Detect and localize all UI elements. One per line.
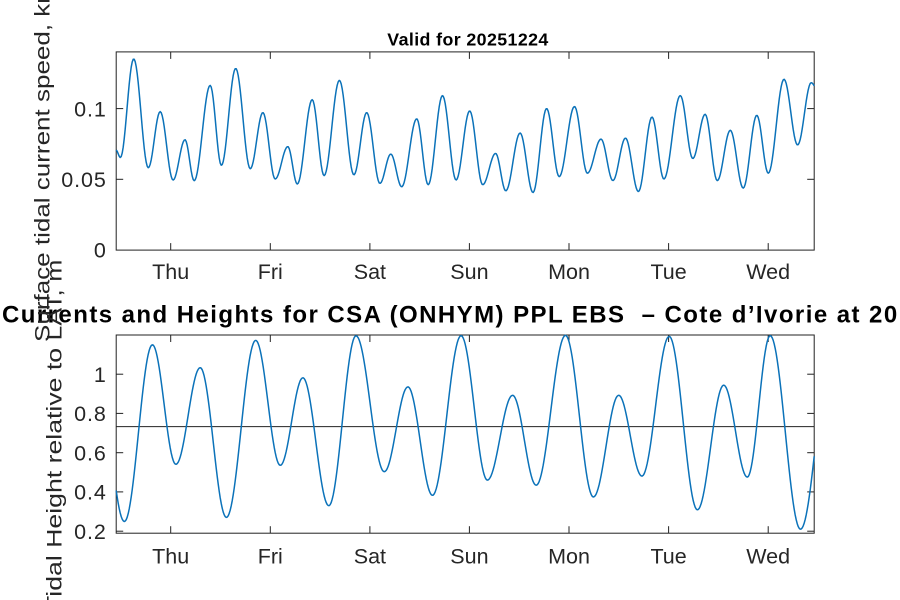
svg-text:Wed: Wed — [746, 260, 790, 284]
svg-text:0.2: 0.2 — [74, 520, 107, 544]
svg-text:0: 0 — [94, 239, 107, 263]
svg-text:Tue: Tue — [650, 260, 686, 284]
svg-text:Fri: Fri — [258, 545, 283, 569]
svg-text:0.4: 0.4 — [74, 481, 107, 505]
svg-text:Thu: Thu — [152, 545, 189, 569]
svg-text:Tidal Height relative to LAT,: Tidal Height relative to LAT, m — [43, 260, 67, 600]
svg-text:Mon: Mon — [548, 545, 590, 569]
svg-text:Mon: Mon — [548, 260, 590, 284]
svg-text:Sat: Sat — [354, 545, 386, 569]
svg-text:Tue: Tue — [650, 545, 686, 569]
svg-text:Thu: Thu — [152, 260, 189, 284]
svg-text:Surface tidal current speed, k: Surface tidal current speed, kn — [31, 0, 55, 342]
svg-text:Fri: Fri — [258, 260, 283, 284]
svg-text:0.1: 0.1 — [74, 98, 107, 122]
svg-text:Sat: Sat — [354, 260, 386, 284]
svg-text:Valid for 20251224: Valid for 20251224 — [387, 29, 548, 49]
svg-text:Sun: Sun — [450, 260, 488, 284]
svg-text:Currents and Heights for CSA (: Currents and Heights for CSA (ONHYM) PPL… — [2, 302, 899, 329]
svg-text:0.6: 0.6 — [74, 442, 107, 466]
svg-text:1: 1 — [94, 363, 107, 387]
svg-text:Wed: Wed — [746, 545, 790, 569]
svg-text:0.05: 0.05 — [61, 168, 106, 192]
svg-text:Sun: Sun — [450, 545, 488, 569]
svg-text:0.8: 0.8 — [74, 402, 107, 426]
